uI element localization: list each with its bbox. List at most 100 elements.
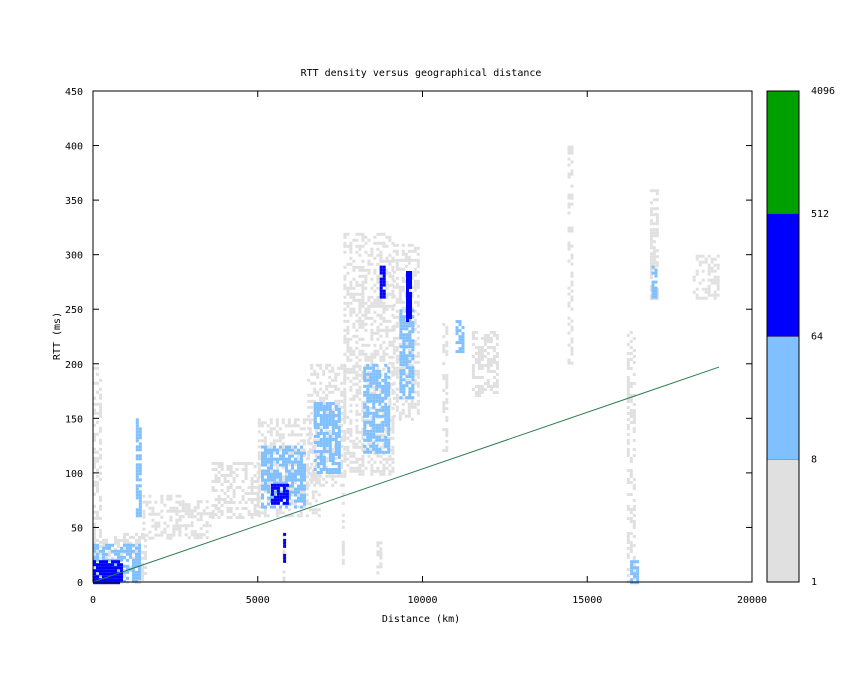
density-cell	[355, 364, 359, 368]
density-cell	[391, 307, 395, 311]
density-cell	[247, 462, 251, 465]
density-cell	[358, 391, 362, 395]
density-cell	[406, 313, 409, 316]
density-cell	[636, 566, 640, 570]
density-cell	[404, 264, 408, 268]
density-cell	[102, 581, 105, 585]
density-cell	[337, 432, 341, 435]
density-cell	[313, 405, 317, 408]
density-cell	[411, 366, 415, 370]
density-cell	[261, 445, 264, 449]
density-cell	[163, 530, 167, 534]
density-cell	[282, 483, 286, 487]
density-cell	[266, 424, 270, 428]
density-cell	[99, 411, 102, 415]
density-cell	[217, 501, 221, 504]
density-cell	[382, 274, 386, 278]
density-cell	[220, 465, 224, 468]
density-cell	[379, 268, 383, 272]
density-cell	[340, 444, 344, 448]
density-cell	[343, 397, 347, 401]
density-cell	[290, 502, 294, 506]
density-cell	[495, 352, 499, 355]
density-cell	[334, 438, 338, 441]
density-cell	[343, 391, 347, 395]
density-cell	[379, 565, 383, 569]
density-cell	[483, 343, 487, 346]
density-cell	[226, 486, 230, 489]
density-cell	[364, 448, 368, 452]
density-cell	[370, 337, 374, 341]
density-cell	[361, 238, 365, 242]
density-cell	[408, 360, 412, 364]
density-cell	[308, 502, 312, 506]
density-cell	[716, 263, 720, 267]
density-cell	[184, 509, 188, 513]
density-cell	[343, 451, 347, 455]
density-cell	[178, 494, 182, 498]
density-cell	[349, 379, 353, 383]
density-cell	[480, 352, 484, 355]
density-cell	[410, 294, 414, 298]
density-cell	[355, 430, 359, 434]
density-cell	[138, 478, 142, 482]
density-cell	[358, 244, 362, 248]
density-cell	[341, 540, 345, 544]
density-cell	[283, 556, 287, 560]
density-cell	[632, 448, 636, 451]
colorbar-label: 64	[811, 332, 823, 343]
density-cell	[382, 442, 386, 446]
density-cell	[343, 235, 347, 239]
density-cell	[355, 424, 359, 428]
density-cell	[220, 498, 224, 501]
density-cell	[297, 451, 300, 455]
density-cell	[294, 490, 297, 494]
density-cell	[144, 571, 147, 575]
density-cell	[196, 536, 200, 540]
density-cell	[334, 387, 338, 391]
density-cell	[111, 560, 114, 564]
density-cell	[331, 462, 335, 465]
density-cell	[141, 556, 144, 560]
density-cell	[123, 570, 126, 574]
density-cell	[302, 439, 306, 443]
density-cell	[285, 469, 288, 473]
density-cell	[655, 264, 659, 268]
density-cell	[340, 483, 344, 487]
density-cell	[310, 366, 314, 370]
density-cell	[346, 349, 350, 353]
density-cell	[358, 373, 362, 377]
density-cell	[275, 511, 279, 515]
density-cell	[416, 312, 420, 316]
density-cell	[375, 414, 379, 418]
density-cell	[253, 507, 257, 510]
density-cell	[495, 379, 499, 382]
density-cell	[352, 376, 356, 380]
density-cell	[114, 572, 117, 576]
density-cell	[629, 352, 633, 355]
density-cell	[96, 432, 99, 436]
density-cell	[366, 366, 370, 370]
density-cell	[343, 432, 347, 436]
density-cell	[382, 271, 386, 275]
density-cell	[651, 280, 655, 284]
density-cell	[632, 526, 636, 529]
density-cell	[294, 505, 297, 509]
density-cell	[370, 247, 374, 251]
density-cell	[492, 331, 496, 334]
density-cell	[314, 472, 318, 476]
density-cell	[337, 474, 341, 478]
density-cell	[570, 298, 574, 302]
density-cell	[193, 509, 197, 513]
density-cell	[361, 427, 365, 431]
density-cell	[492, 358, 496, 361]
density-cell	[260, 433, 264, 437]
density-cell	[117, 578, 120, 582]
density-cell	[263, 436, 267, 440]
density-cell	[308, 466, 312, 470]
density-cell	[361, 274, 365, 278]
density-cell	[135, 576, 138, 580]
density-cell	[273, 495, 277, 499]
density-cell	[288, 484, 291, 488]
